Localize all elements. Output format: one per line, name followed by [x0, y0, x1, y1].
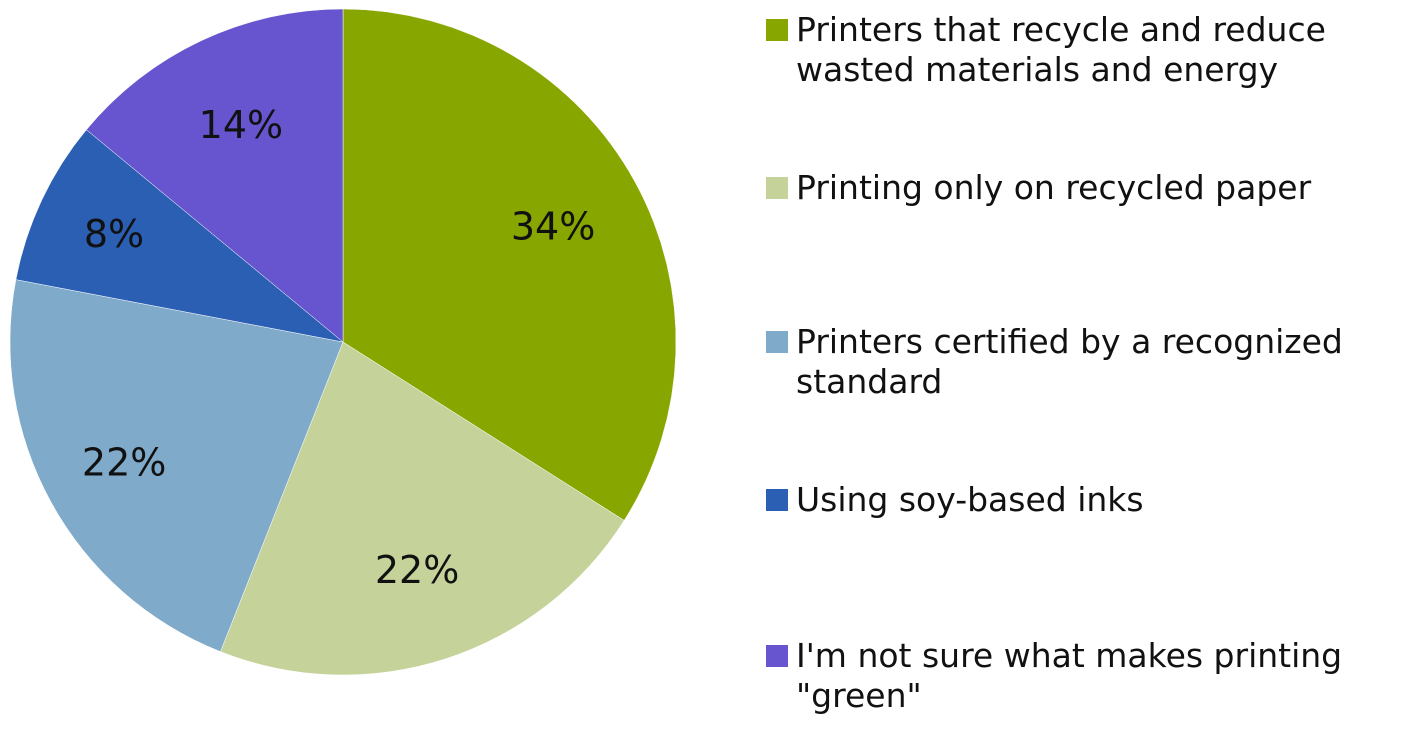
- pie-slice: [15, 129, 344, 343]
- legend-swatch: [766, 645, 788, 667]
- pie-slice: [9, 279, 344, 652]
- pie-chart: 34% 22% 22% 8% 14%: [9, 8, 677, 676]
- legend-swatch: [766, 331, 788, 353]
- legend-item: Printers certified by a recognized stand…: [766, 322, 1426, 402]
- slice-value-label: 22%: [82, 440, 166, 484]
- legend-swatch: [766, 177, 788, 199]
- legend-label: Using soy-based inks: [796, 480, 1144, 519]
- pie-slice-labels: 34% 22% 22% 8% 14%: [82, 103, 595, 592]
- slice-value-label: 22%: [375, 548, 459, 592]
- slice-value-label: 8%: [84, 212, 144, 256]
- pie-slice: [342, 8, 677, 521]
- legend-item: Using soy-based inks: [766, 480, 1426, 520]
- legend-label: I'm not sure what makes printing "green": [796, 636, 1343, 715]
- legend-label: Printers that recycle and reduce wasted …: [796, 10, 1326, 89]
- slice-value-label: 14%: [199, 103, 283, 147]
- legend-swatch: [766, 19, 788, 41]
- legend-label: Printers certified by a recognized stand…: [796, 322, 1343, 401]
- legend-item: I'm not sure what makes printing "green": [766, 636, 1426, 716]
- legend-item: Printers that recycle and reduce wasted …: [766, 10, 1426, 90]
- pie-slice: [220, 341, 625, 676]
- pie-slice: [86, 8, 344, 343]
- legend-label: Printing only on recycled paper: [796, 168, 1312, 207]
- pie-slices: [9, 8, 677, 676]
- legend-item: Printing only on recycled paper: [766, 168, 1426, 208]
- slice-value-label: 34%: [511, 204, 595, 248]
- legend-swatch: [766, 489, 788, 511]
